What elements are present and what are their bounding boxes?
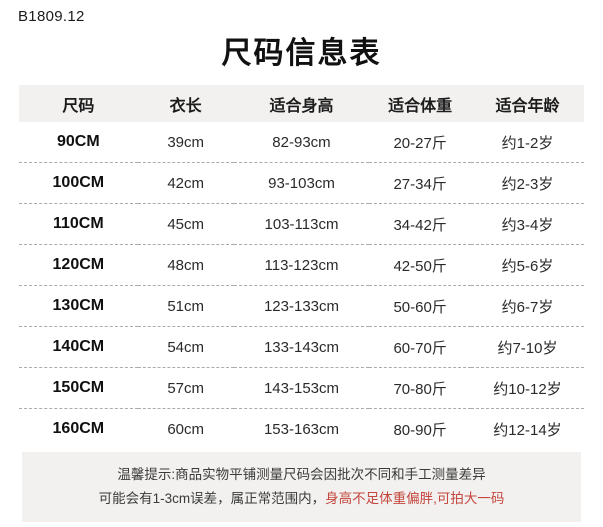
cell-length: 54cm bbox=[137, 326, 234, 368]
cell-size: 140CM bbox=[19, 326, 138, 368]
cell-height: 82-93cm bbox=[233, 122, 370, 163]
cell-length: 45cm bbox=[137, 203, 234, 245]
notice-box: 温馨提示:商品实物平铺测量尺码会因批次不同和手工测量差异 可能会有1-3cm误差… bbox=[22, 452, 581, 523]
size-table: 尺码 衣长 适合身高 适合体重 适合年龄 90CM 39cm 82-93cm 2… bbox=[19, 85, 584, 449]
table-row: 120CM 48cm 113-123cm 42-50斤 约5-6岁 bbox=[19, 244, 584, 286]
cell-age: 约7-10岁 bbox=[470, 326, 584, 368]
cell-age: 约2-3岁 bbox=[470, 162, 584, 204]
cell-weight: 70-80斤 bbox=[369, 367, 471, 409]
cell-size: 130CM bbox=[19, 285, 138, 327]
cell-height: 143-153cm bbox=[233, 367, 370, 409]
cell-size: 150CM bbox=[19, 367, 138, 409]
cell-length: 39cm bbox=[137, 122, 234, 163]
product-code: B1809.12 bbox=[18, 8, 85, 25]
cell-weight: 42-50斤 bbox=[369, 244, 471, 286]
column-header-weight: 适合体重 bbox=[369, 85, 471, 122]
page-title: 尺码信息表 bbox=[221, 37, 382, 70]
cell-height: 93-103cm bbox=[233, 162, 370, 204]
cell-weight: 80-90斤 bbox=[393, 421, 447, 439]
cell-weight: 50-60斤 bbox=[369, 285, 471, 327]
cell-age: 约12-14岁 bbox=[493, 421, 562, 439]
notice-line-2-text: 可能会有1-3cm误差，属正常范围内， bbox=[98, 490, 326, 506]
cell-height: 113-123cm bbox=[233, 244, 370, 286]
notice-line-1: 温馨提示:商品实物平铺测量尺码会因批次不同和手工测量差异 bbox=[117, 467, 486, 482]
cell-age: 约1-2岁 bbox=[470, 122, 584, 163]
cell-weight: 34-42斤 bbox=[369, 203, 471, 245]
column-header-size: 尺码 bbox=[19, 85, 138, 122]
cell-size: 100CM bbox=[19, 162, 138, 204]
table-row: 150CM 57cm 143-153cm 70-80斤 约10-12岁 bbox=[19, 367, 584, 409]
cell-length: 48cm bbox=[137, 244, 234, 286]
table-row: 140CM 54cm 133-143cm 60-70斤 约7-10岁 bbox=[19, 326, 584, 368]
table-row: 100CM 42cm 93-103cm 27-34斤 约2-3岁 bbox=[19, 162, 584, 204]
cell-age: 约6-7岁 bbox=[470, 285, 584, 327]
table-row: 160CM 60cm 153-163cm 80-90斤 约12-14岁 bbox=[19, 409, 584, 450]
cell-length: 57cm bbox=[137, 367, 234, 409]
table-row: 90CM 39cm 82-93cm 20-27斤 约1-2岁 bbox=[19, 122, 584, 163]
cell-height: 103-113cm bbox=[233, 203, 370, 245]
table-header-row: 尺码 衣长 适合身高 适合体重 适合年龄 bbox=[19, 85, 584, 122]
table-row: 130CM 51cm 123-133cm 50-60斤 约6-7岁 bbox=[19, 285, 584, 327]
notice-highlight-text: 身高不足体重偏胖,可拍大一码 bbox=[325, 490, 505, 506]
cell-age: 约3-4岁 bbox=[470, 203, 584, 245]
cell-height: 153-163cm bbox=[263, 420, 339, 438]
cell-size: 120CM bbox=[19, 244, 138, 286]
cell-height: 133-143cm bbox=[233, 326, 370, 368]
notice-line-2: 可能会有1-3cm误差，属正常范围内，身高不足体重偏胖,可拍大一码 bbox=[30, 487, 573, 511]
cell-height: 123-133cm bbox=[233, 285, 370, 327]
cell-size: 160CM bbox=[52, 420, 105, 437]
cell-age: 约5-6岁 bbox=[470, 244, 584, 286]
cell-length: 60cm bbox=[167, 420, 204, 438]
table-row: 110CM 45cm 103-113cm 34-42斤 约3-4岁 bbox=[19, 203, 584, 245]
cell-size: 110CM bbox=[19, 203, 138, 245]
column-header-height: 适合身高 bbox=[233, 85, 370, 122]
cell-weight: 20-27斤 bbox=[369, 122, 471, 163]
cell-length: 51cm bbox=[137, 285, 234, 327]
cell-size: 90CM bbox=[19, 122, 138, 163]
cell-weight: 27-34斤 bbox=[369, 162, 471, 204]
cell-age: 约10-12岁 bbox=[470, 367, 584, 409]
column-header-age: 适合年龄 bbox=[470, 85, 584, 122]
cell-weight: 60-70斤 bbox=[369, 326, 471, 368]
cell-length: 42cm bbox=[137, 162, 234, 204]
column-header-length: 衣长 bbox=[137, 85, 234, 122]
